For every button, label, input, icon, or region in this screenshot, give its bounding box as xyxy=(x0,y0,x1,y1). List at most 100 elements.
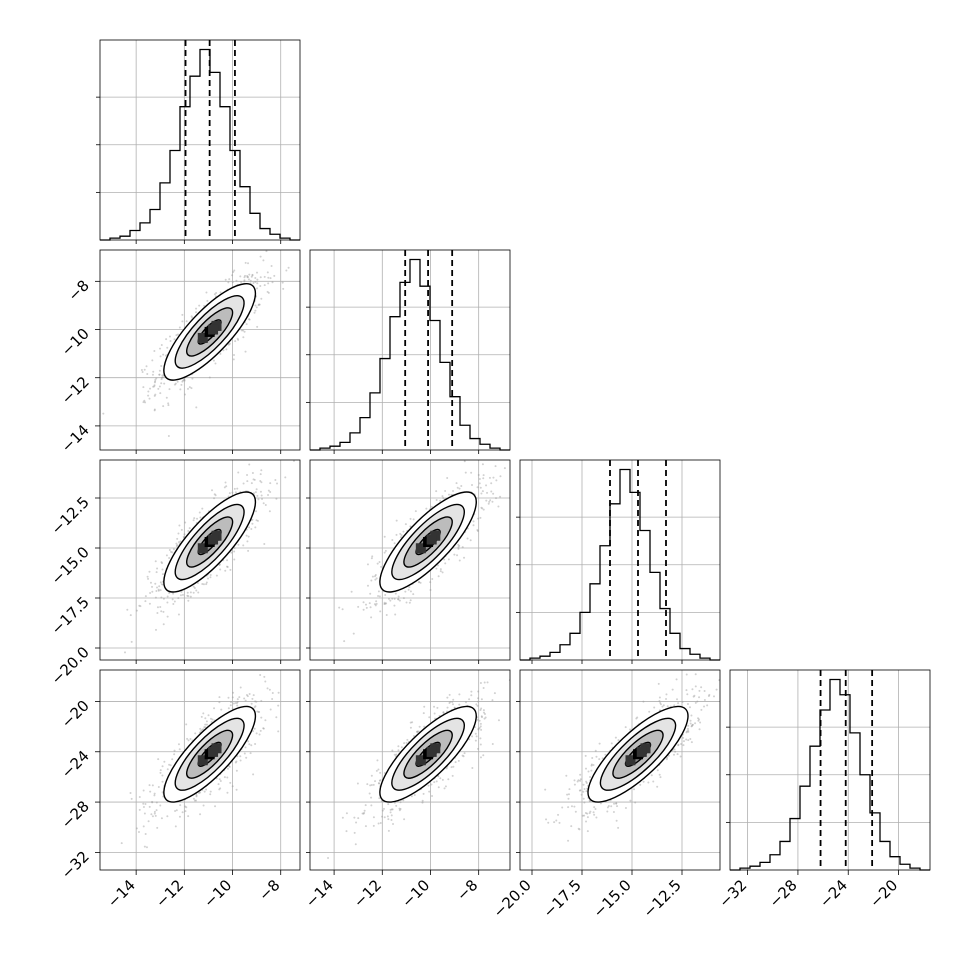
scatter-point xyxy=(474,732,477,735)
scatter-point xyxy=(430,505,433,508)
scatter-point xyxy=(153,794,156,797)
scatter-point xyxy=(417,730,420,733)
scatter-point xyxy=(144,832,147,835)
scatter-point xyxy=(149,790,152,793)
scatter-point xyxy=(417,581,420,584)
scatter-point xyxy=(471,767,474,770)
scatter-point xyxy=(565,774,568,777)
scatter-point xyxy=(198,304,201,307)
scatter-point xyxy=(224,481,227,484)
scatter-point xyxy=(478,719,481,722)
scatter-point xyxy=(218,778,221,781)
scatter-point xyxy=(159,392,162,395)
scatter-point xyxy=(120,842,123,845)
scatter-point xyxy=(214,362,217,365)
scatter-point xyxy=(184,805,187,808)
scatter-point xyxy=(153,810,156,813)
scatter-point xyxy=(246,474,249,477)
scatter-point xyxy=(255,510,258,513)
scatter-point xyxy=(195,311,198,314)
scatter-point xyxy=(437,775,440,778)
scatter-point xyxy=(205,583,208,586)
hist-gridlines xyxy=(516,516,720,613)
scatter-point xyxy=(251,730,254,733)
scatter-point xyxy=(364,825,367,828)
panel-content xyxy=(544,673,720,842)
scatter-point xyxy=(481,490,484,493)
scatter-point xyxy=(694,685,697,688)
scatter-point xyxy=(154,560,157,563)
scatter-point xyxy=(427,784,430,787)
scatter-point xyxy=(383,602,386,605)
scatter-point xyxy=(248,692,251,695)
density-bin xyxy=(208,534,219,545)
scatter-point xyxy=(155,801,158,804)
scatter-point xyxy=(147,820,150,823)
scatter-point xyxy=(195,794,198,797)
scatter-point xyxy=(251,518,254,521)
scatter-point xyxy=(271,691,274,694)
scatter-point xyxy=(269,491,272,494)
scatter-point xyxy=(159,771,162,774)
scatter-point xyxy=(168,549,171,552)
scatter-point xyxy=(395,533,398,536)
scatter-point xyxy=(172,548,175,551)
scatter-point xyxy=(224,569,227,572)
scatter-point xyxy=(487,502,490,505)
scatter-point xyxy=(418,580,421,583)
scatter-point xyxy=(412,593,415,596)
scatter-point xyxy=(226,559,229,562)
scatter-point xyxy=(434,717,437,720)
scatter-point xyxy=(157,758,160,761)
scatter-point xyxy=(402,799,405,802)
scatter-point xyxy=(174,382,177,385)
scatter-point xyxy=(190,315,193,318)
scatter-point xyxy=(180,590,183,593)
scatter-point xyxy=(173,753,176,756)
scatter-point xyxy=(259,276,262,279)
scatter-point xyxy=(204,717,207,720)
scatter-point xyxy=(458,703,461,706)
scatter-point xyxy=(547,821,550,824)
scatter-point xyxy=(479,709,482,712)
scatter-point xyxy=(372,824,375,827)
scatter-point xyxy=(224,278,227,281)
scatter-point xyxy=(583,814,586,817)
scatter-point xyxy=(166,601,169,604)
scatter-point xyxy=(292,460,295,462)
scatter-point xyxy=(231,707,234,710)
scatter-point xyxy=(698,689,701,692)
scatter-point xyxy=(393,597,396,600)
scatter-point xyxy=(375,602,378,605)
scatter-point xyxy=(256,494,259,497)
scatter-point xyxy=(441,571,444,574)
scatter-point xyxy=(195,799,198,802)
scatter-point xyxy=(399,532,402,535)
scatter-point xyxy=(233,269,236,272)
scatter-point xyxy=(178,326,181,329)
scatter-point xyxy=(399,801,402,804)
scatter-point xyxy=(443,558,446,561)
scatter-point xyxy=(195,795,198,798)
scatter-point xyxy=(242,336,245,339)
scatter-point xyxy=(246,275,249,278)
scatter-point xyxy=(256,271,259,274)
scatter-point xyxy=(482,754,485,757)
scatter-point xyxy=(384,602,387,605)
scatter-point xyxy=(373,603,376,606)
scatter-point xyxy=(162,405,165,408)
scatter-point xyxy=(164,354,167,357)
scatter-point xyxy=(213,493,216,496)
scatter-point xyxy=(252,282,255,285)
scatter-point xyxy=(661,705,664,708)
scatter-point xyxy=(686,693,689,696)
scatter-point xyxy=(593,806,596,809)
scatter-point xyxy=(258,710,261,713)
scatter-point xyxy=(143,399,146,402)
scatter-point xyxy=(409,721,412,724)
scatter-point xyxy=(422,792,425,795)
scatter-point xyxy=(451,703,454,706)
scatter-point xyxy=(155,571,158,574)
scatter-point xyxy=(124,651,127,654)
scatter-point xyxy=(268,688,271,691)
